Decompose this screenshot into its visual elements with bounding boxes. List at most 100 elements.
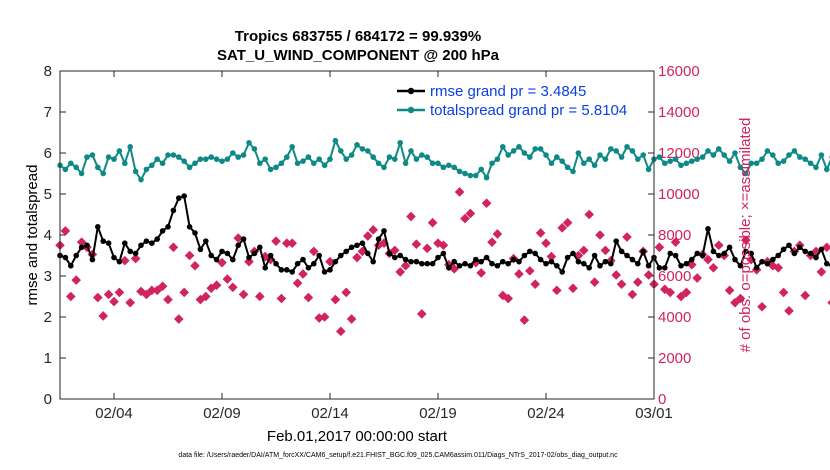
spread-point xyxy=(327,156,333,162)
y2-tick-label-1: 2000 xyxy=(658,350,691,367)
rmse-point xyxy=(273,260,279,267)
rmse-point xyxy=(732,256,738,263)
rmse-point xyxy=(316,252,323,259)
spread-point xyxy=(813,164,819,171)
x-tick-label-5: 03/01 xyxy=(635,405,673,422)
rmse-point xyxy=(413,258,420,265)
spread-point xyxy=(316,156,323,162)
rmse-point xyxy=(116,258,123,265)
y-tick-label-1: 1 xyxy=(44,350,52,367)
spread-point xyxy=(516,144,522,150)
x-tick-label-3: 02/19 xyxy=(419,405,457,422)
spread-point xyxy=(122,160,128,167)
spread-point xyxy=(294,160,301,167)
rmse-point xyxy=(456,262,463,269)
obs-point xyxy=(773,262,784,273)
spread-point xyxy=(311,160,317,167)
rmse-point xyxy=(127,248,133,255)
obs-point xyxy=(670,237,681,247)
obs-point xyxy=(551,285,562,296)
rmse-point xyxy=(489,260,495,267)
rmse-point xyxy=(667,250,673,257)
rmse-point xyxy=(154,236,160,242)
x-tick-label-1: 02/09 xyxy=(203,405,241,422)
obs-point xyxy=(724,285,735,296)
spread-point xyxy=(132,168,139,175)
rmse-point xyxy=(608,260,614,267)
rmse-point xyxy=(100,238,106,244)
spread-point xyxy=(824,166,830,173)
rmse-point xyxy=(440,250,447,257)
rmse-point xyxy=(192,230,198,236)
obs-point xyxy=(481,198,492,209)
legend-spread-marker xyxy=(407,106,415,114)
rmse-point xyxy=(575,258,582,265)
spread-point xyxy=(656,154,663,160)
rmse-point xyxy=(132,250,139,257)
rmse-point xyxy=(267,252,274,259)
obs-point xyxy=(578,245,589,256)
rmse-point xyxy=(386,250,393,257)
spread-point xyxy=(181,158,187,164)
spread-point xyxy=(127,144,133,150)
rmse-point xyxy=(521,252,528,259)
obs-point xyxy=(800,290,811,301)
spread-point xyxy=(381,164,387,171)
spread-point xyxy=(467,172,474,179)
obs-point xyxy=(298,269,308,279)
obs-point xyxy=(460,213,470,224)
obs-point xyxy=(465,208,476,219)
y2-tick-label-2: 4000 xyxy=(658,309,691,326)
rmse-point xyxy=(726,244,733,251)
y-tick-label-7: 7 xyxy=(44,104,52,121)
rmse-point xyxy=(62,254,69,261)
rmse-point xyxy=(338,252,344,259)
rmse-point xyxy=(780,246,787,253)
spread-point xyxy=(694,156,700,162)
y-tick-label-6: 6 xyxy=(44,145,52,162)
spread-point xyxy=(338,148,344,154)
spread-point xyxy=(170,152,177,158)
obs-point xyxy=(492,229,503,239)
spread-point xyxy=(613,148,619,154)
obs-point xyxy=(735,293,746,304)
spread-point xyxy=(359,146,366,152)
obs-point xyxy=(341,287,352,298)
rmse-point xyxy=(710,248,717,255)
spread-point xyxy=(451,164,458,171)
spread-point xyxy=(759,156,765,162)
obs-point xyxy=(190,260,200,271)
rmse-point xyxy=(419,260,425,267)
obs-point xyxy=(503,293,514,304)
spread-point xyxy=(176,154,182,160)
spread-point xyxy=(240,152,247,158)
y-tick-label-2: 2 xyxy=(44,309,52,326)
spread-point xyxy=(689,158,695,164)
rmse-point xyxy=(181,193,187,199)
y-tick-label-3: 3 xyxy=(44,268,52,285)
spread-point xyxy=(446,162,452,169)
rmse-point xyxy=(284,267,290,273)
obs-point xyxy=(368,225,379,235)
spread-point xyxy=(548,160,555,167)
rmse-point xyxy=(343,248,350,255)
legend-rmse-marker xyxy=(407,87,415,95)
obs-point xyxy=(130,253,141,264)
rmse-point xyxy=(257,244,263,251)
obs-point xyxy=(422,243,433,254)
spread-point xyxy=(743,170,749,177)
rmse-point xyxy=(797,244,803,251)
spread-point xyxy=(737,164,744,171)
rmse-series xyxy=(57,193,830,275)
rmse-point xyxy=(570,250,576,257)
spread-point xyxy=(408,148,414,154)
spread-point xyxy=(100,170,106,177)
spread-point xyxy=(748,160,754,167)
obs-point xyxy=(476,268,487,278)
legend: rmse grand pr = 3.4845 totalspread grand… xyxy=(397,83,627,119)
spread-point xyxy=(300,158,306,164)
rmse-point xyxy=(289,269,296,275)
spread-point xyxy=(138,176,144,183)
spread-point xyxy=(267,166,274,173)
